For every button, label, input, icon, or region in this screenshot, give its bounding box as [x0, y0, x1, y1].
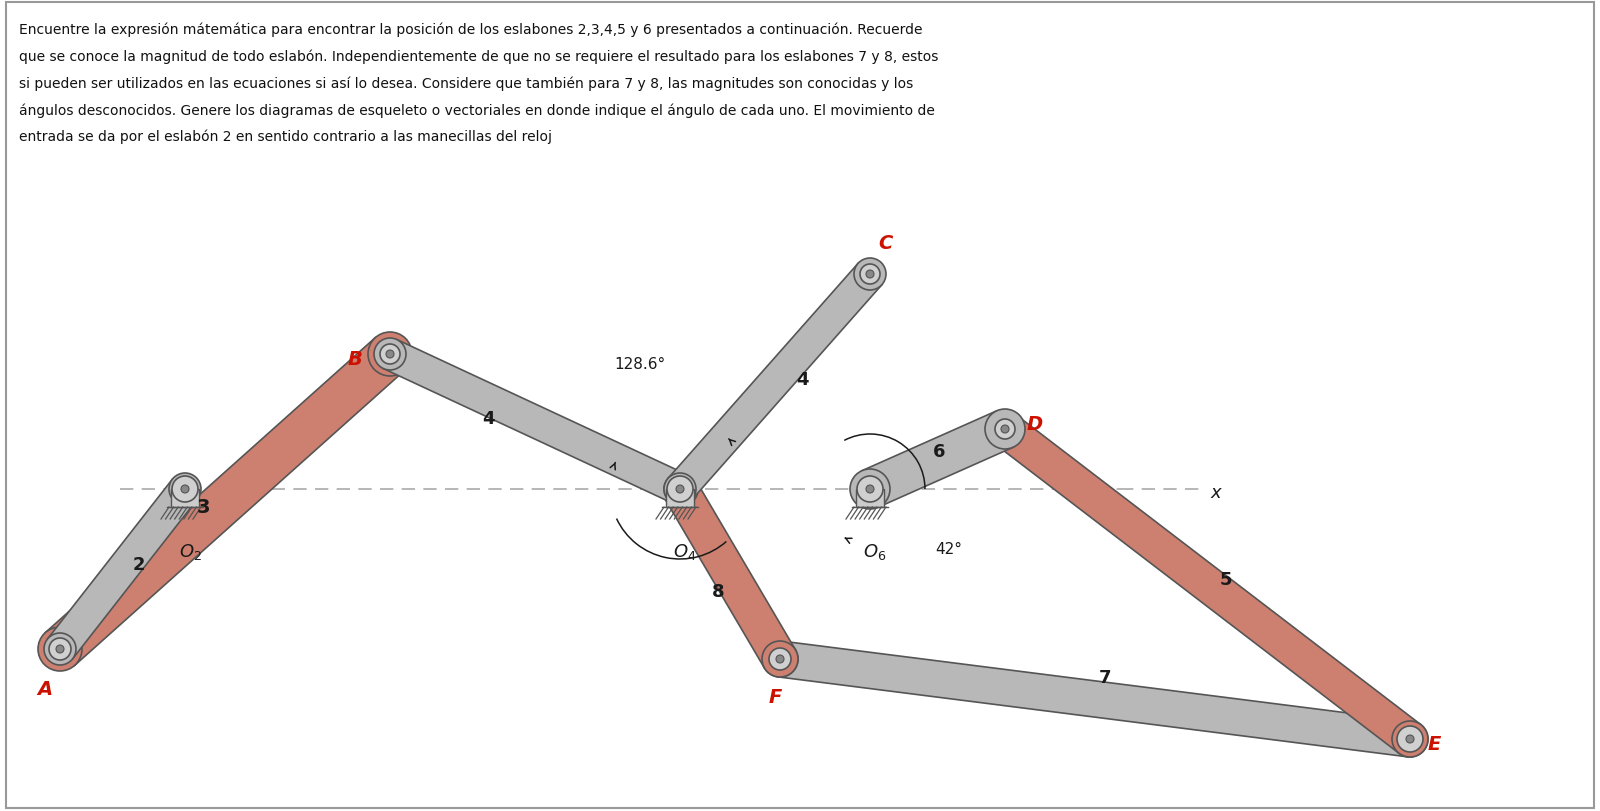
Circle shape [762, 642, 798, 677]
Circle shape [986, 410, 1026, 449]
Circle shape [854, 259, 886, 290]
Circle shape [56, 646, 64, 653]
Text: 6: 6 [933, 443, 946, 461]
Text: F: F [768, 687, 782, 706]
Polygon shape [384, 340, 686, 504]
Circle shape [1392, 721, 1429, 757]
Circle shape [770, 648, 790, 670]
Circle shape [776, 655, 784, 663]
Text: 7: 7 [1099, 668, 1112, 686]
Circle shape [1406, 735, 1414, 743]
Circle shape [667, 476, 693, 502]
Text: Encuentre la expresión mátemática para encontrar la posición de los eslabones 2,: Encuentre la expresión mátemática para e… [19, 23, 923, 37]
Circle shape [368, 333, 413, 376]
Circle shape [675, 486, 685, 493]
Circle shape [1002, 426, 1010, 433]
Text: 4: 4 [482, 410, 494, 427]
Circle shape [181, 486, 189, 493]
Circle shape [987, 411, 1022, 448]
Circle shape [866, 271, 874, 279]
Circle shape [374, 338, 406, 371]
Text: 2: 2 [133, 556, 144, 573]
Circle shape [995, 419, 1014, 440]
Circle shape [1397, 726, 1422, 752]
Text: $O_2$: $O_2$ [179, 541, 202, 561]
Polygon shape [45, 338, 405, 666]
Circle shape [45, 633, 77, 665]
Polygon shape [669, 264, 882, 500]
Circle shape [861, 264, 880, 285]
Polygon shape [664, 480, 795, 668]
Text: 42°: 42° [934, 542, 962, 557]
Circle shape [1392, 721, 1429, 757]
Circle shape [762, 642, 798, 677]
Polygon shape [862, 411, 1013, 508]
Text: B: B [347, 350, 362, 369]
Circle shape [664, 474, 696, 505]
Text: E: E [1429, 735, 1442, 753]
Circle shape [386, 350, 394, 358]
Text: entrada se da por el eslabón 2 en sentido contrario a las manecillas del reloj: entrada se da por el eslabón 2 en sentid… [19, 130, 552, 144]
Text: $O_6$: $O_6$ [864, 541, 886, 561]
Circle shape [866, 486, 874, 493]
Text: 3: 3 [197, 497, 210, 517]
Circle shape [858, 476, 883, 502]
Text: ángulos desconocidos. Genere los diagramas de esqueleto o vectoriales en donde i: ángulos desconocidos. Genere los diagram… [19, 103, 934, 118]
Bar [666, 489, 694, 508]
Circle shape [664, 474, 696, 505]
Text: $O_4$: $O_4$ [674, 541, 696, 561]
Text: 128.6°: 128.6° [614, 357, 666, 371]
Bar [856, 489, 883, 508]
Text: 4: 4 [797, 371, 808, 388]
Bar [171, 489, 198, 508]
Circle shape [38, 627, 82, 672]
Circle shape [850, 470, 890, 509]
Text: $x$: $x$ [1210, 483, 1224, 501]
Text: 5: 5 [1219, 570, 1232, 588]
Text: 8: 8 [712, 582, 725, 600]
Text: A: A [37, 679, 53, 698]
Circle shape [173, 476, 198, 502]
Text: C: C [878, 234, 893, 253]
Polygon shape [778, 642, 1413, 757]
Circle shape [662, 471, 698, 508]
Text: D: D [1027, 415, 1043, 434]
Polygon shape [994, 415, 1421, 753]
Circle shape [170, 474, 202, 505]
Circle shape [50, 638, 70, 660]
Text: que se conoce la magnitud de todo eslabón. Independientemente de que no se requi: que se conoce la magnitud de todo eslabó… [19, 49, 939, 64]
Circle shape [381, 345, 400, 365]
Polygon shape [48, 479, 198, 659]
Text: si pueden ser utilizados en las ecuaciones si así lo desea. Considere que tambié: si pueden ser utilizados en las ecuacion… [19, 76, 914, 91]
